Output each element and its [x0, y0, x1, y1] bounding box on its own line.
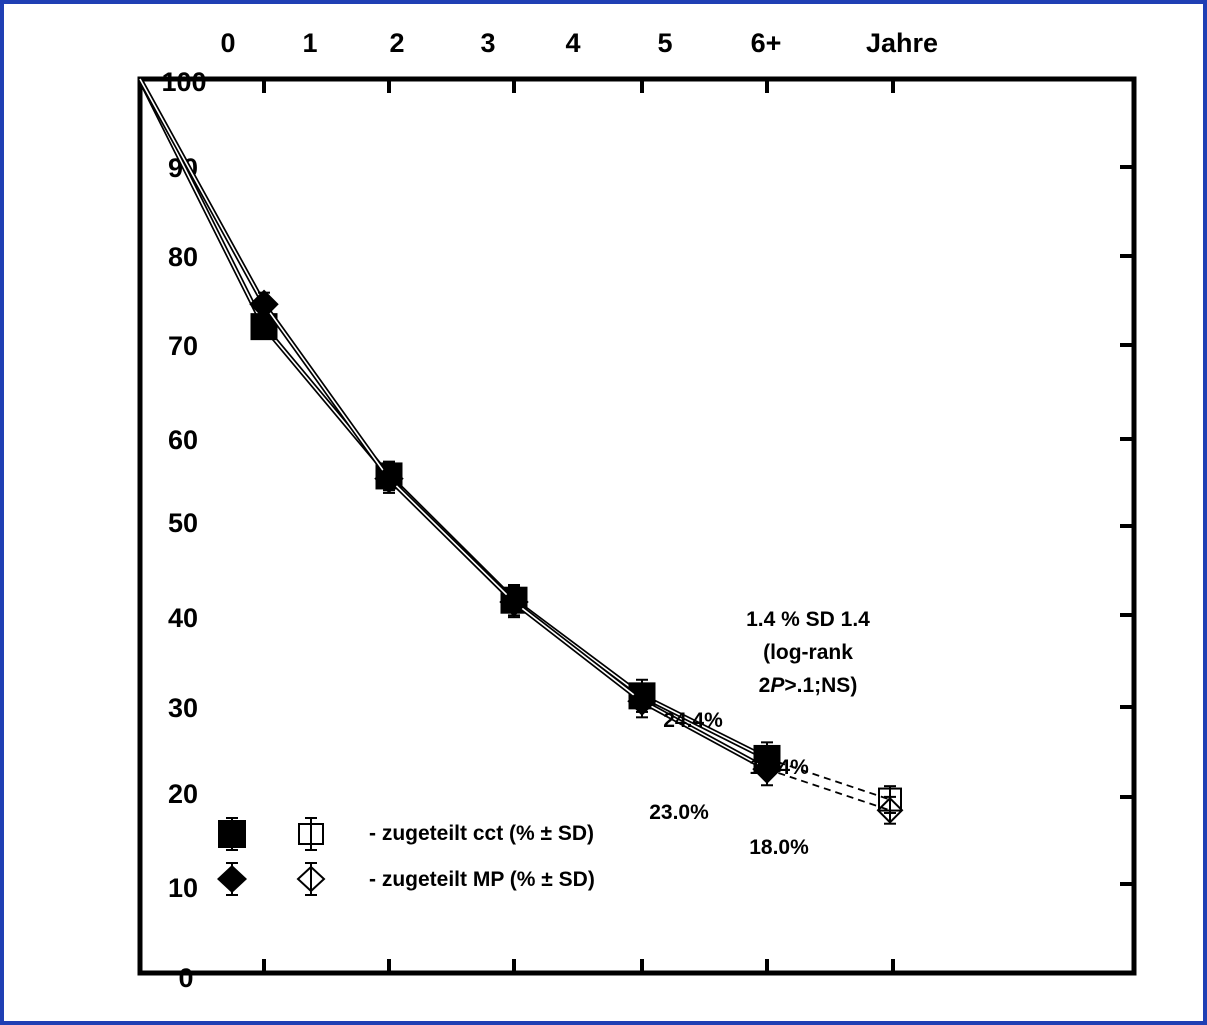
y-tick-label-40: 40: [168, 603, 198, 633]
series-mp-point-5: [752, 754, 782, 784]
series-mp-line-dashed: [766, 768, 891, 812]
x-tick-label-0: 0: [220, 28, 235, 58]
series-mp-point-4: [627, 686, 657, 716]
x-axis-title: Jahre: [866, 28, 938, 58]
y-tick-label-0: 0: [178, 963, 193, 993]
series-mp-point-2: [374, 463, 404, 494]
y-tick-label-60: 60: [168, 425, 198, 455]
survival-chart: 0 1 2 3 4 5 6+ Jahre 0 10 20 30 40 50 60…: [137, 28, 1137, 993]
y-tick-label-30: 30: [168, 693, 198, 723]
series-mp-point-1: [249, 289, 279, 319]
stats-line-1: 1.4 % SD 1.4: [746, 608, 870, 631]
series-mp-point-6: [876, 796, 904, 824]
annotation-mp-5: 23.0%: [649, 801, 709, 824]
series-mp-point-3: [499, 587, 529, 617]
stats-line-2: (log-rank: [763, 641, 853, 664]
annotation-cct-5: 24.4%: [663, 709, 723, 732]
series-layer: [137, 77, 904, 825]
series-cct-line-outline: [137, 77, 769, 761]
plot-area: [137, 76, 1137, 976]
y-tick-label-70: 70: [168, 331, 198, 361]
series-mp-line-inner: [139, 78, 768, 770]
legend: - zugeteilt cct (% ± SD) - zugeteilt MP …: [217, 817, 595, 896]
y-tick-label-100: 100: [161, 67, 206, 97]
annotation-cct-6: 19.4%: [749, 756, 809, 779]
x-tick-label-2: 2: [389, 28, 404, 58]
legend-mp-label: - zugeteilt MP (% ± SD): [369, 868, 595, 891]
y-tick-label-10: 10: [168, 873, 198, 903]
legend-cct-filled-icon: [218, 817, 246, 851]
series-cct-line-dashed: [766, 757, 891, 801]
stats-line-3: 2P>.1;NS): [759, 674, 858, 697]
legend-mp-filled-icon: [217, 862, 247, 896]
legend-mp-hollow-icon: [296, 862, 326, 896]
y-tick-label-80: 80: [168, 242, 198, 272]
annotation-mp-6: 18.0%: [749, 836, 809, 859]
y-tick-label-20: 20: [168, 779, 198, 809]
series-mp-line-outline: [137, 77, 769, 772]
x-tick-label-5: 5: [657, 28, 672, 58]
legend-cct-label: - zugeteilt cct (% ± SD): [369, 822, 594, 845]
x-tick-label-3: 3: [480, 28, 495, 58]
y-tick-label-50: 50: [168, 508, 198, 538]
legend-cct-hollow-icon: [298, 817, 324, 851]
x-tick-label-1: 1: [302, 28, 317, 58]
x-tick-label-6: 6+: [751, 28, 782, 58]
x-tick-label-4: 4: [565, 28, 580, 58]
series-cct-line-inner: [139, 78, 768, 760]
tick-marks: [262, 79, 1134, 973]
